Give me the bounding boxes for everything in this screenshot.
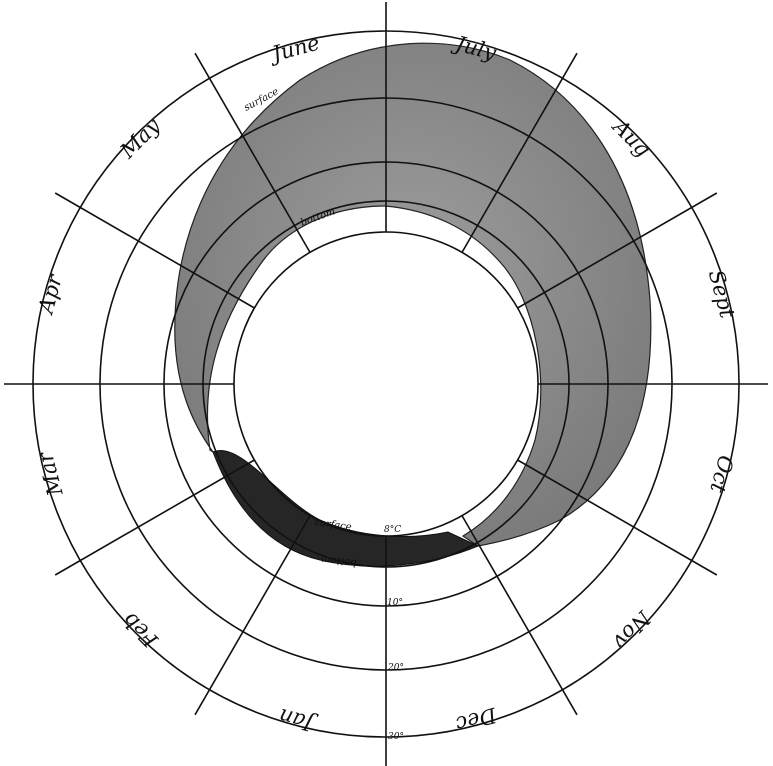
scale-label-20: 20° [387, 663, 404, 673]
month-label-sept: Sept [704, 267, 740, 321]
radial-line-10 [54, 192, 255, 309]
month-label-jan: Jan [276, 704, 319, 737]
month-label-june: June [266, 31, 322, 68]
month-radial-lines [4, 2, 768, 766]
scale-label-8c: 8°C [384, 525, 401, 535]
month-label-feb: Feb [118, 607, 163, 652]
bottom-temperature-band [212, 449, 480, 567]
radial-line-8 [54, 459, 255, 576]
radial-line-5 [461, 515, 578, 716]
month-label-apr: Apr [33, 270, 67, 317]
surface-label-bottom: surface [314, 517, 353, 533]
month-label-aug: Aug [607, 113, 655, 161]
month-label-nov: Nov [608, 605, 656, 653]
month-label-may: May [115, 113, 166, 164]
month-label-mar: Mar [33, 448, 68, 500]
radial-line-7 [194, 515, 311, 716]
radial-line-2 [517, 192, 718, 309]
bottom-label-bottom: bottom [320, 553, 357, 568]
radial-line-1 [461, 52, 578, 253]
scale-label-30: 30° [388, 732, 404, 742]
scale-label-10: 10° [387, 598, 403, 608]
radial-line-4 [517, 459, 718, 576]
month-label-dec: Dec [453, 702, 500, 736]
radial-line-11 [194, 52, 311, 253]
month-label-oct: Oct [705, 453, 738, 496]
surface-temperature-band [174, 42, 652, 547]
